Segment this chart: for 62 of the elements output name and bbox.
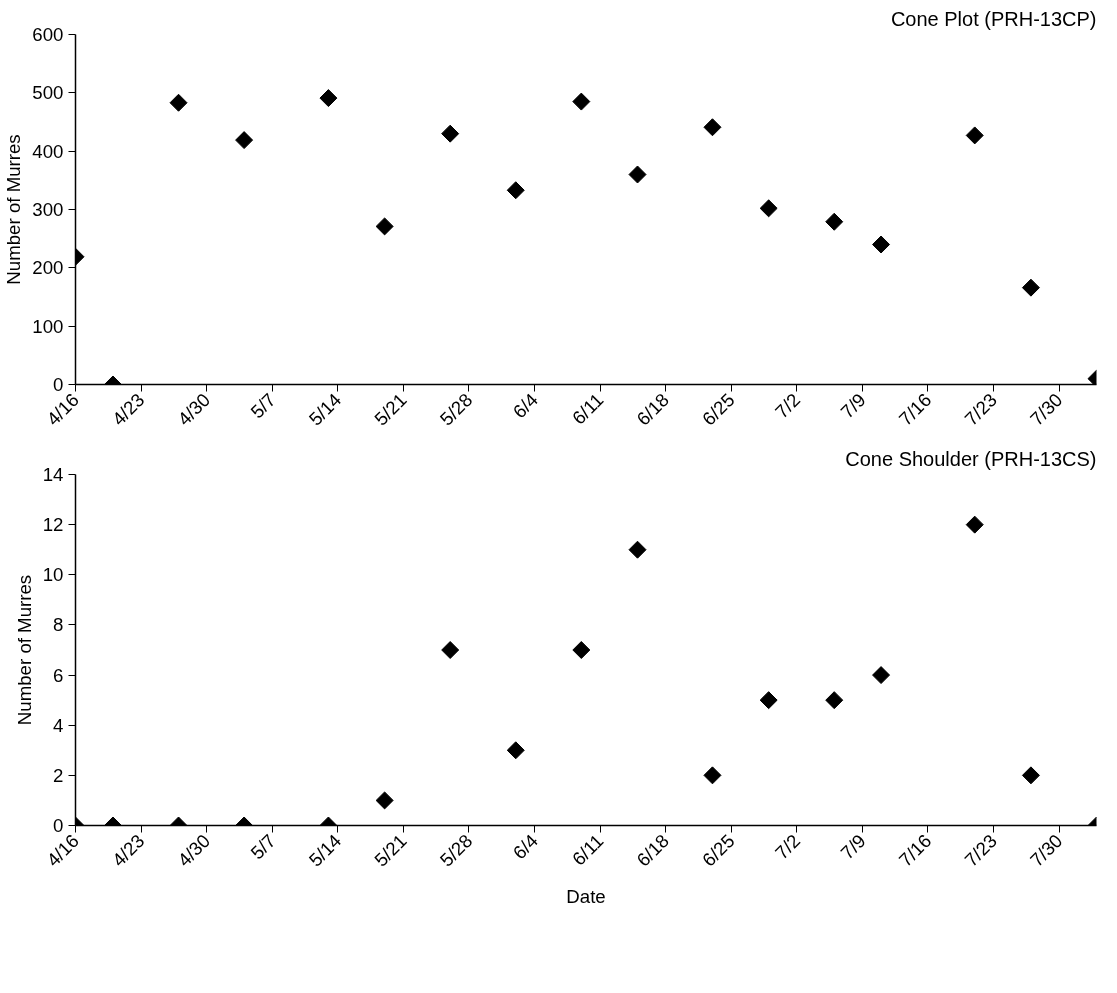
y-tick-label: 10 [42, 564, 64, 586]
point [375, 217, 394, 236]
y-tick-label: 300 [32, 199, 64, 220]
x-tick-label: 6/18 [632, 830, 674, 871]
y-tick-label: 600 [32, 24, 64, 45]
y-tick-label: 6 [53, 664, 64, 686]
y-tick-label: 14 [42, 464, 64, 485]
x-tick-label: 5/14 [304, 389, 346, 430]
y-tick-label: 12 [42, 514, 64, 536]
x-tick-label: 5/28 [435, 389, 477, 430]
x-tick-label: 7/23 [960, 830, 1001, 871]
point [319, 89, 338, 108]
point [572, 92, 591, 111]
x-tick-label: 7/2 [770, 389, 805, 423]
x-tick-label: 6/4 [508, 830, 542, 864]
y-tick-label: 0 [53, 815, 64, 836]
chart-title: Cone Shoulder (PRH-13CS) [845, 447, 1097, 470]
x-tick-label: 7/16 [894, 830, 936, 871]
x-tick-label: 4/23 [107, 830, 149, 871]
x-tick-label: 7/30 [1025, 830, 1067, 871]
y-tick-label: 200 [32, 257, 64, 279]
x-tick-label: 4/23 [107, 389, 149, 430]
y-tick-label: 0 [53, 374, 64, 395]
y-tick-label: 500 [32, 82, 64, 104]
y-axis-title: Number of Murres [13, 574, 35, 726]
point [825, 212, 844, 231]
point [759, 199, 778, 218]
point [965, 126, 984, 145]
x-tick-label: 5/21 [370, 389, 411, 430]
x-tick-label: 6/11 [567, 389, 608, 429]
y-tick-label: 8 [53, 614, 64, 636]
x-tick-label: 4/30 [173, 389, 215, 430]
x-tick-label: 7/23 [960, 389, 1001, 430]
x-tick-label: 7/9 [836, 830, 870, 864]
y-tick-label: 4 [53, 714, 64, 736]
point [872, 235, 891, 254]
point [628, 165, 647, 184]
y-tick-label: 2 [53, 764, 64, 786]
x-tick-label: 6/4 [508, 389, 542, 423]
chart-title: Cone Plot (PRH-13CP) [890, 7, 1097, 30]
point [703, 118, 722, 137]
x-tick-label: 5/14 [304, 830, 346, 871]
point [235, 131, 254, 150]
x-tick-label: 5/28 [435, 830, 477, 871]
x-tick-label: 7/30 [1025, 389, 1067, 430]
point [1021, 278, 1040, 297]
x-tick-label: 6/11 [567, 830, 608, 870]
x-tick-label: 4/30 [173, 830, 215, 871]
x-tick-label: 7/9 [836, 389, 870, 423]
x-tick-label: 7/2 [770, 830, 805, 864]
x-tick-label: 7/16 [894, 389, 936, 430]
y-tick-label: 100 [32, 315, 64, 337]
y-axis-title: Number of Murres [3, 134, 25, 285]
x-axis-title: Date [566, 886, 606, 908]
x-tick-label: 5/21 [370, 830, 411, 871]
x-tick-label: 5/7 [246, 389, 280, 423]
point [169, 93, 188, 112]
x-tick-label: 6/18 [632, 389, 674, 430]
x-tick-label: 5/7 [246, 830, 280, 864]
point [506, 181, 525, 200]
y-tick-label: 400 [32, 140, 64, 162]
point [441, 124, 460, 143]
